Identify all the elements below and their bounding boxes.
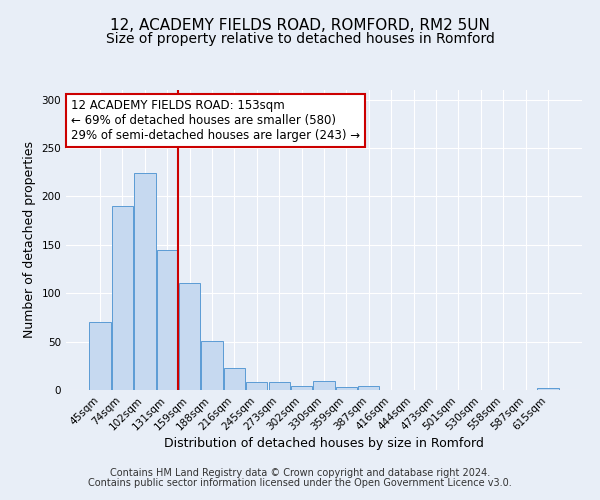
Bar [157,250,178,390]
Bar [269,382,290,390]
Bar [358,386,379,390]
Y-axis label: Number of detached properties: Number of detached properties [23,142,36,338]
Bar [134,173,155,390]
Text: 12, ACADEMY FIELDS ROAD, ROMFORD, RM2 5UN: 12, ACADEMY FIELDS ROAD, ROMFORD, RM2 5U… [110,18,490,32]
Bar [179,282,200,390]
Bar [537,388,559,390]
Text: Contains HM Land Registry data © Crown copyright and database right 2024.: Contains HM Land Registry data © Crown c… [110,468,490,477]
Bar [313,382,335,390]
Text: Contains public sector information licensed under the Open Government Licence v3: Contains public sector information licen… [88,478,512,488]
Bar [202,340,223,390]
Text: Size of property relative to detached houses in Romford: Size of property relative to detached ho… [106,32,494,46]
Bar [89,322,111,390]
Text: 12 ACADEMY FIELDS ROAD: 153sqm
← 69% of detached houses are smaller (580)
29% of: 12 ACADEMY FIELDS ROAD: 153sqm ← 69% of … [71,99,360,142]
Bar [336,387,357,390]
Bar [112,206,133,390]
X-axis label: Distribution of detached houses by size in Romford: Distribution of detached houses by size … [164,438,484,450]
Bar [224,368,245,390]
Bar [246,382,268,390]
Bar [291,386,312,390]
